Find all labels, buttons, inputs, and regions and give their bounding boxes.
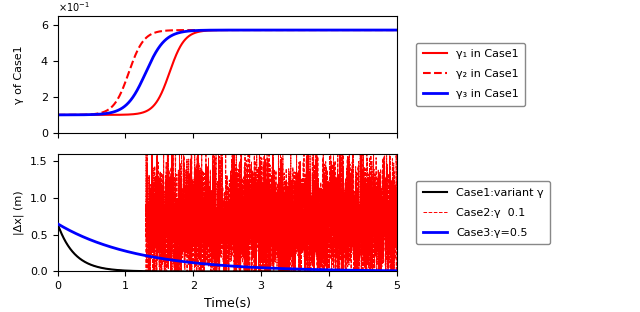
X-axis label: Time(s): Time(s) [204, 297, 251, 310]
Y-axis label: γ of Case1: γ of Case1 [13, 45, 24, 104]
Legend: Case1:variant γ, Case2:γ  0.1, Case3:γ=0.5: Case1:variant γ, Case2:γ 0.1, Case3:γ=0.… [416, 181, 550, 244]
Text: $\times10^{-1}$: $\times10^{-1}$ [58, 1, 90, 14]
Y-axis label: |Δx| (m): |Δx| (m) [13, 190, 24, 235]
Legend: γ₁ in Case1, γ₂ in Case1, γ₃ in Case1: γ₁ in Case1, γ₂ in Case1, γ₃ in Case1 [416, 43, 525, 106]
